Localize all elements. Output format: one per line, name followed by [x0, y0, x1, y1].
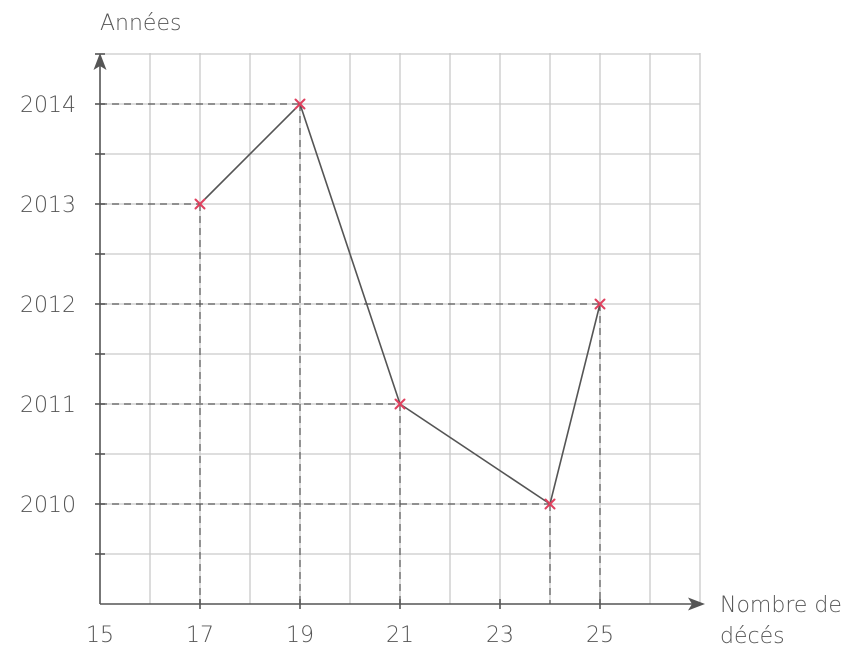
y-tick-label: 2011	[20, 393, 76, 418]
data-markers	[194, 98, 606, 510]
marker-stroke	[394, 398, 406, 410]
marker-stroke	[594, 298, 606, 310]
grid	[100, 53, 701, 604]
y-tick-label: 2013	[20, 193, 76, 218]
x-tick-label: 15	[86, 623, 114, 648]
axes	[93, 53, 705, 611]
marker-stroke	[194, 198, 206, 210]
guide-lines	[100, 103, 601, 604]
data-point-marker	[394, 398, 406, 410]
y-tick-label: 2012	[20, 293, 76, 318]
y-tick-label: 2010	[20, 493, 76, 518]
data-point-marker	[294, 98, 306, 110]
data-point-marker	[544, 498, 556, 510]
x-tick-label: 19	[286, 623, 314, 648]
y-axis-arrow	[93, 53, 107, 70]
marker-stroke	[294, 98, 306, 110]
x-axis-label: Nombre de décés	[720, 593, 849, 649]
marker-stroke	[544, 498, 556, 510]
y-axis-label: Années	[100, 11, 181, 36]
x-tick-label: 17	[186, 623, 214, 648]
data-point-marker	[194, 198, 206, 210]
y-tick-label: 2014	[20, 93, 76, 118]
x-axis-arrow	[688, 597, 705, 611]
x-tick-label: 23	[486, 623, 514, 648]
tick-labels: 15 17 19 21 23 25 2010 2011 2012 2013 2014	[20, 93, 614, 648]
x-tick-label: 25	[586, 623, 614, 648]
x-tick-label: 21	[386, 623, 414, 648]
data-point-marker	[594, 298, 606, 310]
x-axis-label-line-2: décés	[720, 624, 785, 649]
x-axis-label-line-1: Nombre de	[720, 593, 842, 618]
